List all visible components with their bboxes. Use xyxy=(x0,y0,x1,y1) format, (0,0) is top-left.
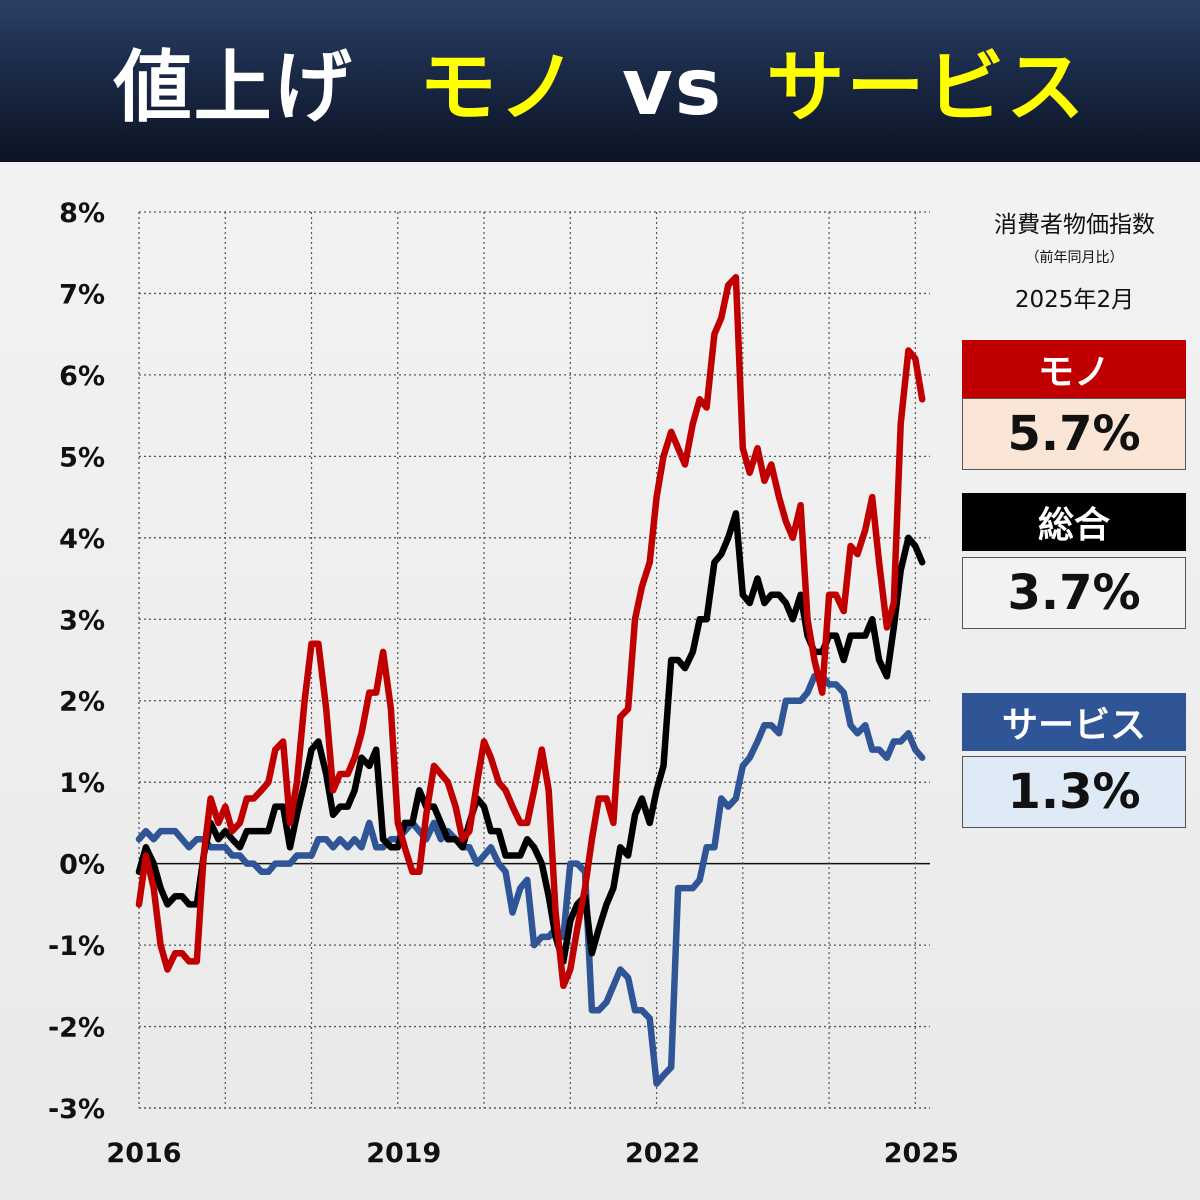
total-value: 3.7% xyxy=(962,557,1186,629)
y-tick-label: 2% xyxy=(59,687,105,718)
series-lines xyxy=(135,273,926,1087)
services-label: サービス xyxy=(962,693,1186,751)
y-tick-label: 1% xyxy=(59,768,105,799)
series-line-services xyxy=(135,673,926,1087)
title-price-hike: 値上げ xyxy=(113,43,354,133)
total-label: 総合 xyxy=(962,493,1186,551)
x-tick-label: 2016 xyxy=(106,1138,181,1169)
y-tick-label: -1% xyxy=(48,931,105,962)
y-tick-label: 4% xyxy=(59,524,105,555)
y-tick-label: 7% xyxy=(59,279,105,310)
line-chart: 8% 7% 6% 5% 4% 3% 2% 1% 0% -1% -2% -3% 2016 2019 2022… xyxy=(48,198,959,1169)
x-tick-label: 2025 xyxy=(884,1138,959,1169)
y-tick-label: 0% xyxy=(59,850,105,881)
y-tick-label: 3% xyxy=(59,605,105,636)
goods-value: 5.7% xyxy=(962,398,1186,470)
header-banner: 値上げ モノ vs サービス xyxy=(0,0,1200,162)
source-title: 消費者物価指数 xyxy=(994,212,1155,238)
x-axis-labels: 2016 2019 2022 2025 xyxy=(106,1138,958,1169)
y-tick-label: -3% xyxy=(48,1094,105,1125)
title-goods: モノ xyxy=(418,43,579,133)
series-line-goods xyxy=(135,273,926,990)
source-date: 2025年2月 xyxy=(1014,287,1135,313)
services-value: 1.3% xyxy=(962,756,1186,828)
y-axis-labels: 8% 7% 6% 5% 4% 3% 2% 1% 0% -1% -2% -3% xyxy=(48,198,105,1125)
x-tick-label: 2022 xyxy=(625,1138,700,1169)
title-vs: vs xyxy=(621,43,724,133)
x-tick-label: 2019 xyxy=(366,1138,441,1169)
source-subtitle: （前年同月比） xyxy=(1025,250,1124,266)
series-line-total xyxy=(135,510,926,965)
title-services: サービス xyxy=(766,43,1087,133)
y-tick-label: -2% xyxy=(48,1013,105,1044)
goods-label: モノ xyxy=(962,340,1186,398)
y-tick-label: 8% xyxy=(59,198,105,229)
y-tick-label: 6% xyxy=(59,361,105,392)
page-title: 値上げ モノ vs サービス xyxy=(114,25,1087,137)
y-tick-label: 5% xyxy=(59,442,105,473)
